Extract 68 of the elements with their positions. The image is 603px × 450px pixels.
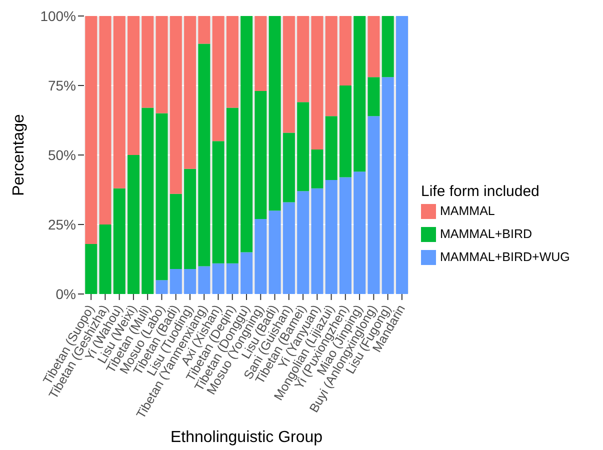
bar [354, 172, 366, 294]
y-tick-label: 75% [48, 77, 76, 94]
bar [368, 77, 380, 116]
bar [170, 16, 182, 194]
bar [368, 116, 380, 294]
bar [382, 77, 394, 294]
bar [142, 108, 154, 294]
bar [282, 132, 295, 202]
bar [198, 16, 210, 44]
legend-label: MAMMAL+BIRD+WUG [440, 250, 570, 264]
bar [113, 188, 126, 294]
bar [99, 224, 112, 294]
bar [339, 16, 352, 86]
y-tick-label: 25% [48, 216, 76, 232]
bar [240, 252, 253, 294]
bar [254, 91, 267, 219]
bar [156, 16, 168, 114]
bar [311, 16, 324, 150]
y-tick-label: 50% [48, 146, 76, 163]
x-axis-title: Ethnolinguistic Group [170, 429, 323, 446]
bar [354, 16, 366, 172]
bar [198, 266, 210, 294]
bar [113, 16, 126, 188]
bar [226, 108, 238, 264]
bar [184, 268, 196, 294]
bar [311, 188, 324, 294]
bar [85, 244, 98, 294]
legend-label: MAMMAL+BIRD [440, 226, 532, 241]
bar [339, 177, 352, 294]
bar [311, 149, 324, 188]
bar [212, 16, 224, 142]
bar [240, 16, 253, 252]
bar [212, 263, 224, 294]
bar [226, 16, 238, 108]
bar [325, 180, 338, 294]
legend-label: MAMMAL [440, 204, 495, 218]
bar [156, 280, 168, 294]
bar [198, 44, 210, 266]
bar [226, 263, 238, 294]
bar [268, 210, 281, 294]
bar [170, 194, 182, 269]
bar [339, 86, 352, 178]
legend-title: Life form included [421, 182, 540, 200]
bar [282, 16, 295, 133]
y-tick-label: 100% [40, 8, 76, 24]
bar [212, 141, 224, 264]
bar [297, 191, 310, 294]
bar [268, 16, 281, 211]
bar [297, 102, 310, 192]
bar [382, 16, 394, 78]
bar [184, 168, 196, 269]
bar [325, 116, 338, 180]
bar [282, 202, 295, 294]
bar [99, 16, 112, 224]
bar [297, 16, 310, 102]
bar [128, 16, 140, 155]
bar [184, 16, 196, 169]
bar [368, 16, 380, 78]
bar [128, 155, 140, 294]
bar [254, 16, 267, 92]
bar [156, 113, 168, 280]
bar [325, 16, 338, 116]
bar [254, 218, 267, 294]
bar [170, 268, 182, 294]
y-tick-label: 0% [56, 286, 76, 302]
y-axis-title: Percentage [10, 114, 28, 196]
bar [85, 16, 98, 244]
bar [142, 16, 154, 108]
